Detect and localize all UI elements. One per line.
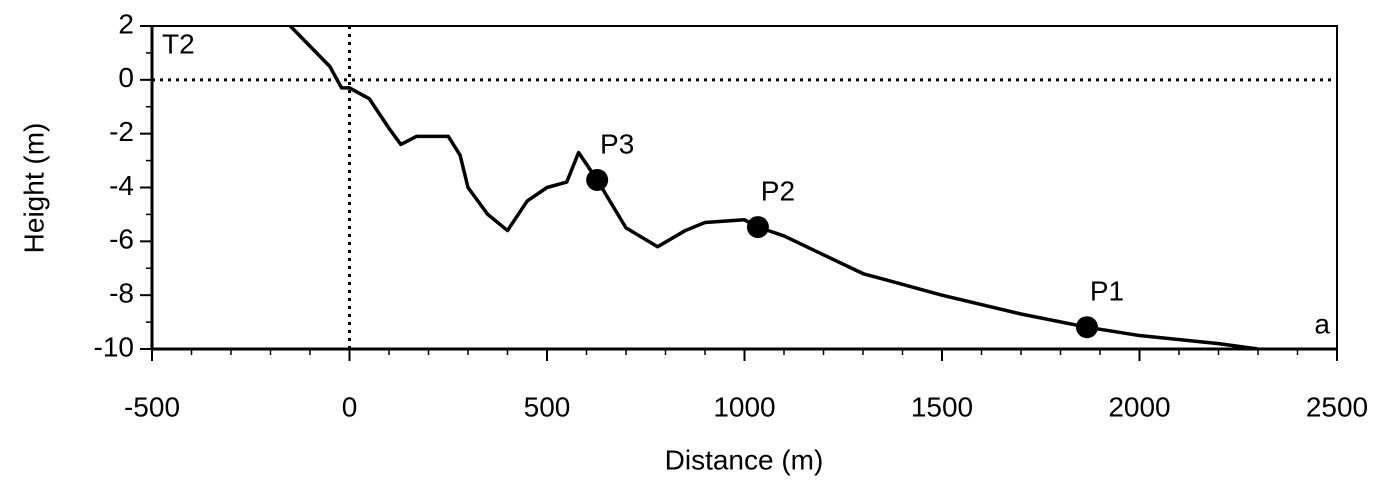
x-tick-label: 1000 (713, 391, 775, 422)
y-tick-label: 2 (118, 8, 134, 39)
point-label: P1 (1090, 276, 1124, 307)
panel-label: T2 (162, 28, 195, 59)
point-label: P2 (761, 175, 795, 206)
x-tick-label: 1500 (911, 391, 973, 422)
y-tick-label: -8 (109, 278, 134, 309)
y-tick-label: -6 (109, 224, 134, 255)
x-tick-label: 2500 (1306, 391, 1368, 422)
y-tick-label: -2 (109, 116, 134, 147)
x-tick-label: 500 (524, 391, 571, 422)
x-axis-title: Distance (m) (665, 444, 824, 475)
plot-frame (151, 25, 1338, 350)
point (586, 168, 609, 191)
y-tick-label: -10 (94, 331, 134, 362)
x-tick-label: 0 (342, 391, 358, 422)
x-tick-label: -500 (124, 391, 180, 422)
y-tick-label: -4 (109, 170, 134, 201)
point (746, 216, 769, 239)
x-tick-label: 2000 (1108, 391, 1170, 422)
profile-line (288, 24, 1259, 351)
y-axis-title: Height (m) (18, 123, 49, 254)
point (1075, 316, 1098, 339)
panel-letter: a (1314, 308, 1330, 339)
point-label: P3 (600, 128, 634, 159)
y-tick-label: 0 (118, 62, 134, 93)
